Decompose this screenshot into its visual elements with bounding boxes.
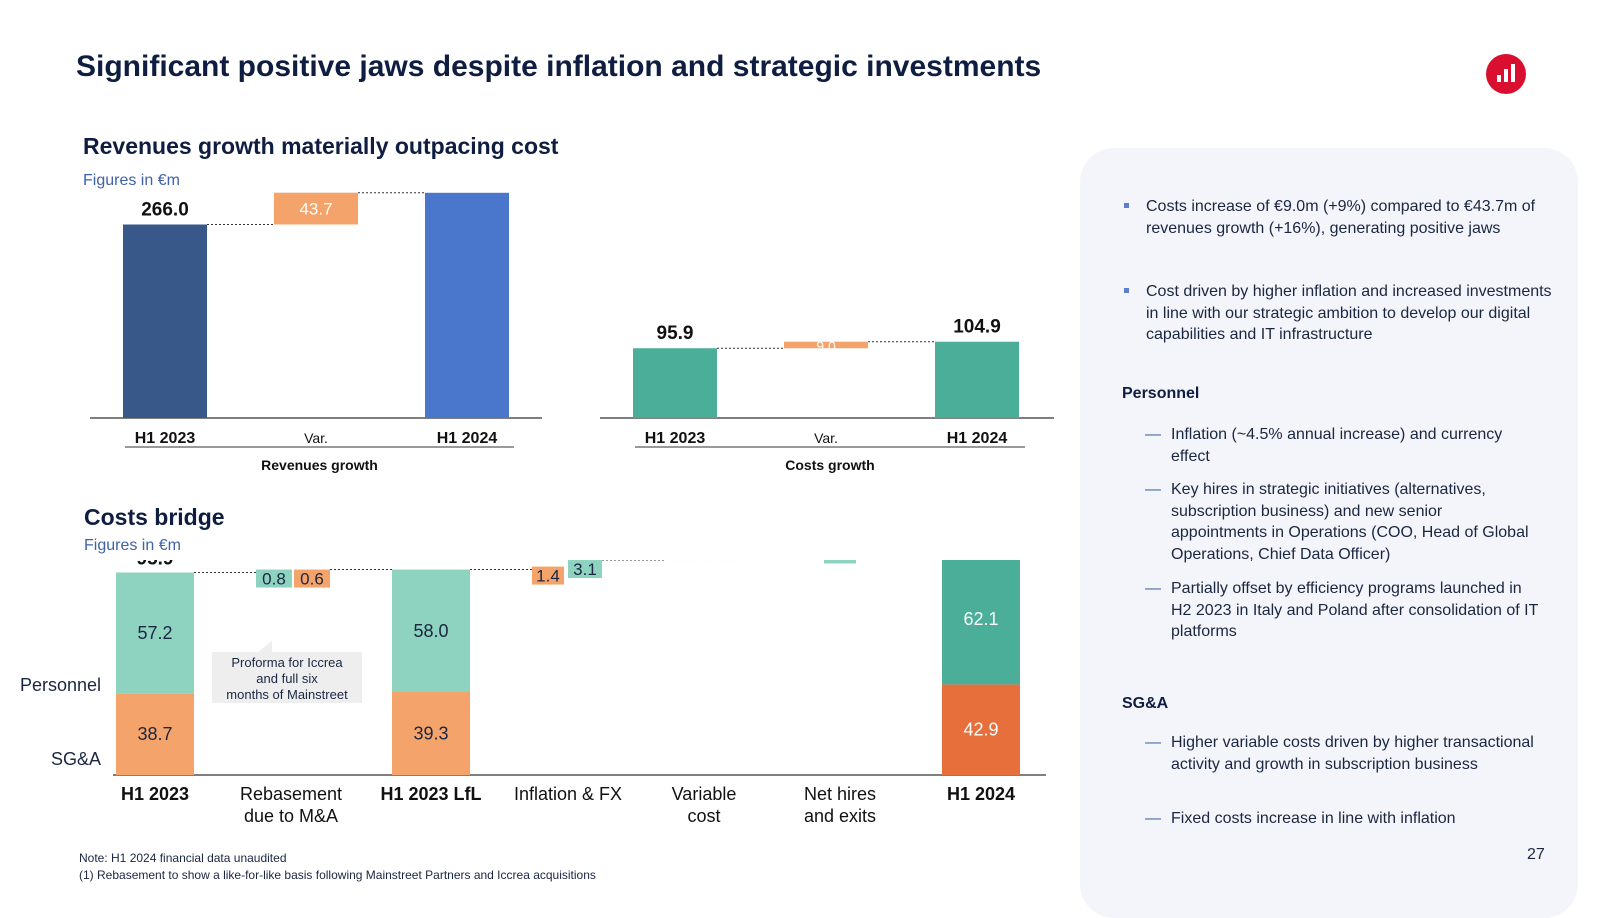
personnel-item: — Inflation (~4.5% annual increase) and … bbox=[1171, 424, 1541, 467]
bridge-category-label: H1 2023 LfL bbox=[380, 784, 481, 804]
panel-bullet: Costs increase of €9.0m (+9%) compared t… bbox=[1146, 196, 1556, 239]
bridge-category-label: cost bbox=[687, 806, 720, 826]
bridge-category-label: Inflation & FX bbox=[514, 784, 622, 804]
bridge-category-label: Net hires bbox=[804, 784, 876, 804]
costs-category-label: H1 2023 bbox=[645, 430, 706, 447]
annotation-text-line: Proforma for Iccrea bbox=[231, 655, 343, 670]
costs-section-subtitle: Figures in €m bbox=[84, 537, 181, 555]
panel-bullet: Cost driven by higher inflation and incr… bbox=[1146, 281, 1556, 346]
revenues-bar-end bbox=[425, 193, 509, 418]
bridge-category-label: Variable bbox=[672, 784, 737, 804]
inflation-personnel-label: 3.1 bbox=[573, 560, 597, 579]
dash-bullet-icon: — bbox=[1145, 479, 1161, 501]
annotation-text-line: and full six bbox=[256, 671, 318, 686]
square-bullet-icon bbox=[1124, 203, 1129, 208]
footnote-line: Note: H1 2024 financial data unaudited bbox=[79, 850, 596, 867]
costs-bar-start bbox=[633, 348, 717, 418]
revenues-value-label: 266.0 bbox=[141, 200, 189, 221]
bridge-category-label: H1 2023 bbox=[121, 784, 189, 804]
logo-mark-icon bbox=[1486, 54, 1526, 94]
rebasement-personnel-label: 0.8 bbox=[262, 570, 286, 589]
bridge-category-label: and exits bbox=[804, 806, 876, 826]
h1-2023-personnel-label: 57.2 bbox=[137, 623, 172, 643]
h1-2023-lfl-personnel-label: 58.0 bbox=[413, 621, 448, 641]
dash-bullet-icon: — bbox=[1145, 732, 1161, 754]
commentary-panel: Costs increase of €9.0m (+9%) compared t… bbox=[1080, 148, 1578, 918]
revenues-group-label: Revenues growth bbox=[261, 457, 378, 473]
bridge-category-label: due to M&A bbox=[244, 806, 338, 826]
personnel-item: — Partially offset by efficiency program… bbox=[1171, 578, 1541, 643]
company-logo bbox=[1486, 54, 1526, 94]
dash-bullet-icon: — bbox=[1145, 424, 1161, 446]
costs-category-label: Var. bbox=[814, 430, 838, 446]
inflation-sga-label: 1.4 bbox=[536, 567, 560, 586]
dash-bullet-icon: — bbox=[1145, 578, 1161, 600]
rebasement-total-label: 1.4 bbox=[280, 560, 305, 561]
costs-category-label: H1 2024 bbox=[947, 430, 1008, 447]
revenues-section-title: Revenues growth materially outpacing cos… bbox=[83, 133, 558, 160]
bridge-category-label: H1 2024 bbox=[947, 784, 1015, 804]
dash-bullet-icon: — bbox=[1145, 808, 1161, 830]
costs-bar-end bbox=[935, 342, 1019, 418]
page-title: Significant positive jaws despite inflat… bbox=[76, 50, 1041, 84]
sga-item: — Fixed costs increase in line with infl… bbox=[1171, 808, 1541, 830]
sga-item: — Higher variable costs driven by higher… bbox=[1171, 732, 1541, 775]
h1-2023-sga-label: 38.7 bbox=[137, 724, 172, 744]
footnote-line: (1) Rebasement to show a like-for-like b… bbox=[79, 867, 596, 884]
revenues-value-label: 43.7 bbox=[299, 200, 332, 219]
square-bullet-icon bbox=[1124, 288, 1129, 293]
personnel-item: — Key hires in strategic initiatives (al… bbox=[1171, 479, 1541, 565]
revenues-section-subtitle: Figures in €m bbox=[83, 172, 180, 190]
h1-2023-lfl-sga-label: 39.3 bbox=[413, 724, 448, 744]
variable-cost-sga-label: 2.2 bbox=[692, 560, 716, 570]
costs-value-label: 104.9 bbox=[953, 317, 1001, 338]
revenues-category-label: H1 2023 bbox=[135, 430, 196, 447]
h1-2023-lfl-total-label: 97.3 bbox=[413, 560, 448, 561]
rebasement-sga-label: 0.6 bbox=[300, 570, 324, 589]
row-label-personnel: Personnel bbox=[20, 675, 101, 695]
h1-2024-sga-label: 42.9 bbox=[963, 720, 998, 740]
costs-group-label: Costs growth bbox=[785, 457, 874, 473]
h1-2023-total-label: 95.9 bbox=[137, 560, 174, 570]
h1-2024-personnel-label: 62.1 bbox=[963, 609, 998, 629]
sga-heading: SG&A bbox=[1122, 695, 1168, 713]
revenues-category-label: Var. bbox=[304, 430, 328, 446]
bridge-category-label: Rebasement bbox=[240, 784, 342, 804]
row-label-sga: SG&A bbox=[51, 749, 101, 769]
revenues-bar-start bbox=[123, 225, 207, 419]
costs-value-label: 95.9 bbox=[657, 323, 694, 344]
revenues-category-label: H1 2024 bbox=[437, 430, 498, 447]
costs-value-label: 9.0 bbox=[816, 338, 836, 354]
footnote: Note: H1 2024 financial data unaudited (… bbox=[79, 850, 596, 884]
page-number: 27 bbox=[1527, 846, 1545, 864]
costs-section-title: Costs bridge bbox=[84, 504, 225, 531]
annotation-text-line: months of Mainstreet bbox=[226, 687, 348, 702]
net-hires-personnel-label: 1.0 bbox=[828, 560, 852, 563]
personnel-heading: Personnel bbox=[1122, 385, 1199, 403]
costs-bridge-chart: Personnel SG&A 38.7 57.2 95.9 0.8 0.6 1.4 Profor… bbox=[0, 560, 1070, 835]
